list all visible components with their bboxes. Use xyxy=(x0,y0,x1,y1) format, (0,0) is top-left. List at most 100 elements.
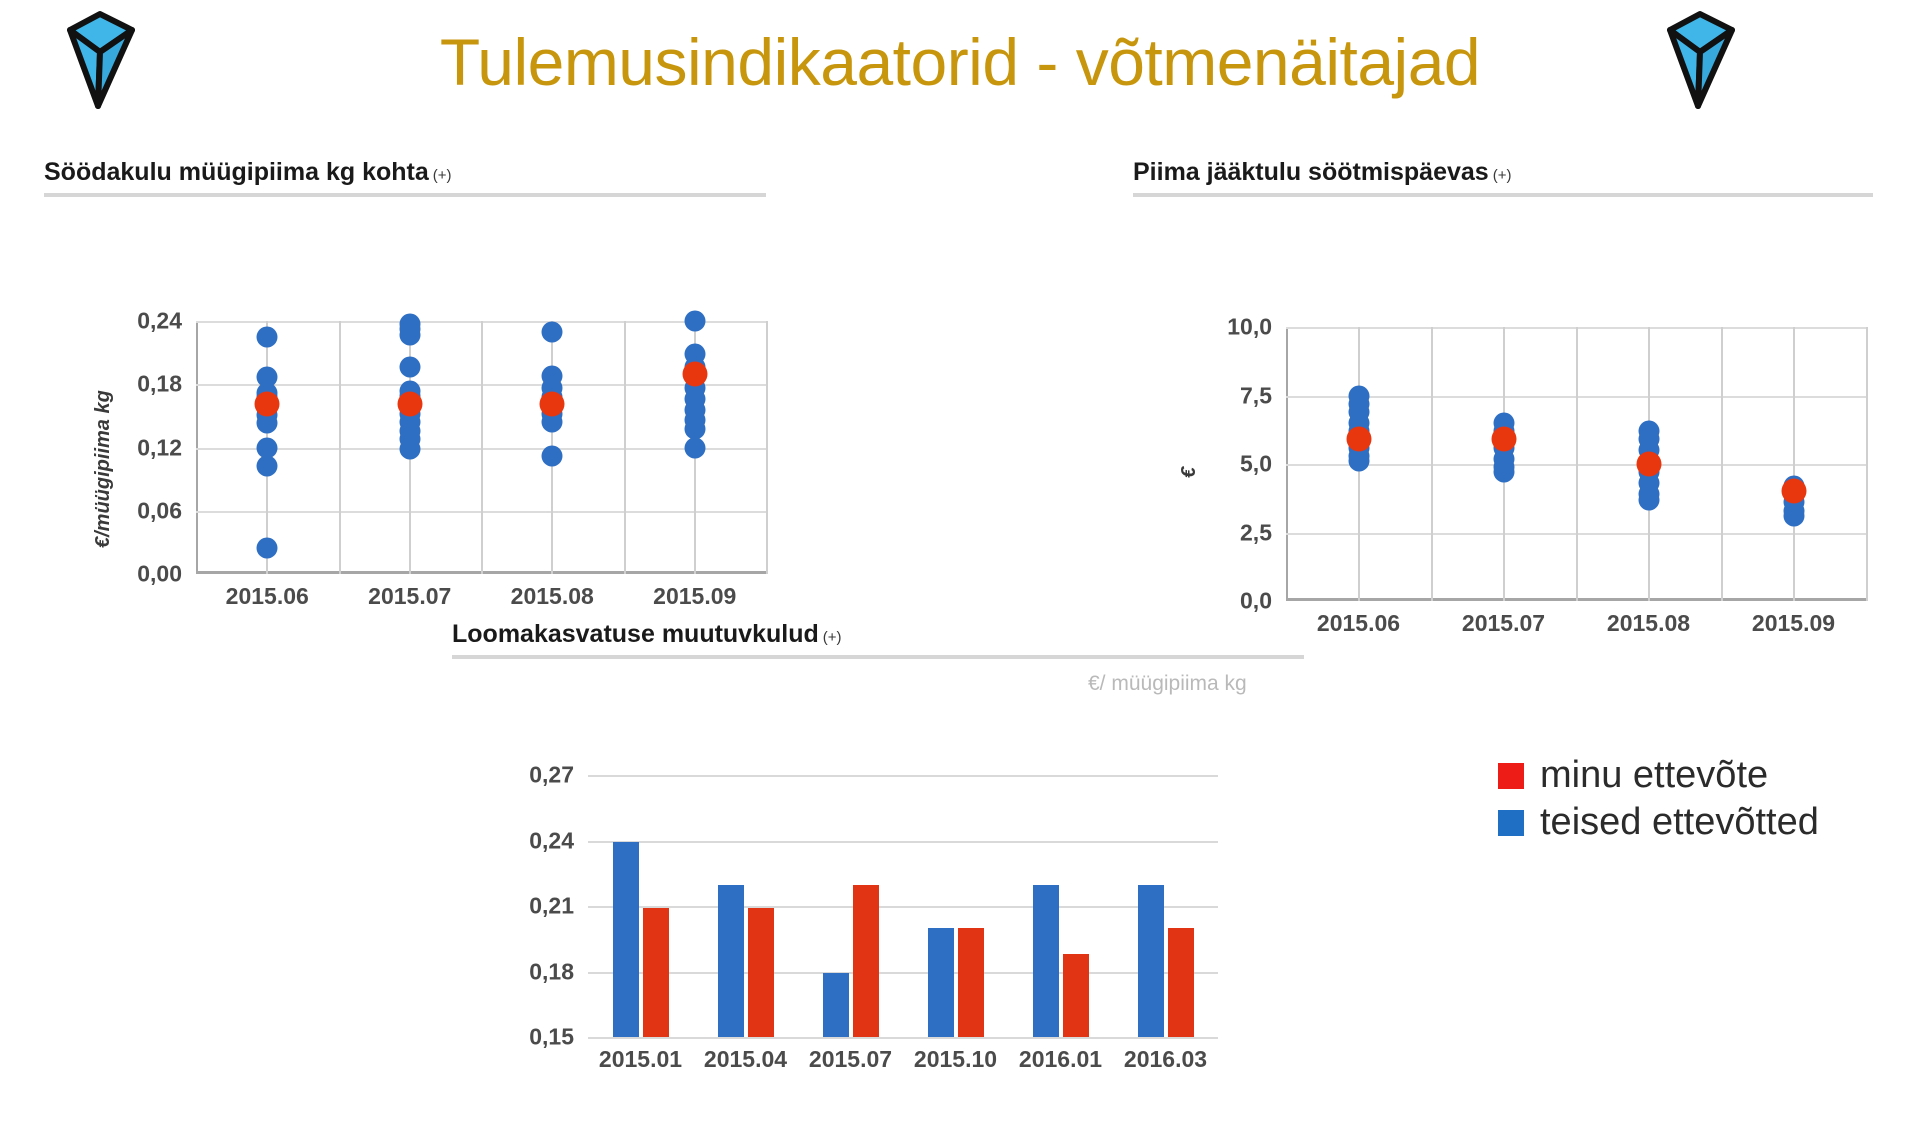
panel-marker-milk-margin: (+) xyxy=(1492,167,1512,184)
bar-others xyxy=(1137,885,1164,1037)
x-tick-label: 2015.07 xyxy=(808,1046,893,1072)
panel-marker-variable-costs: (+) xyxy=(822,629,842,646)
data-point-mine xyxy=(1781,478,1806,504)
gridline xyxy=(588,775,1218,777)
data-point-other xyxy=(256,437,278,458)
y-tick-label: 0,18 xyxy=(137,370,182,397)
x-tick-label: 2016.03 xyxy=(1123,1046,1208,1072)
legend-label-others: teised ettevõtted xyxy=(1540,801,1819,843)
data-point-other xyxy=(1638,489,1659,511)
data-point-other xyxy=(541,411,563,433)
data-point-other xyxy=(399,438,421,460)
data-point-mine xyxy=(1491,426,1516,452)
legend-swatch-mine xyxy=(1498,762,1524,789)
panel-rule-milk-margin xyxy=(1133,193,1873,197)
legend-label-mine: minu ettevõte xyxy=(1540,754,1769,796)
bar-mine xyxy=(1167,927,1194,1037)
x-tick-label: 2015.09 xyxy=(653,583,737,609)
y-tick-label: 10,0 xyxy=(1227,313,1272,340)
panel-title-feed-cost: Söödakulu müügipiima kg kohta xyxy=(44,158,429,186)
panel-title-variable-costs: Loomakasvatuse muutuvkulud xyxy=(452,620,819,648)
data-point-other xyxy=(684,437,706,458)
gem-logo-icon-left xyxy=(62,8,138,117)
bar-others xyxy=(612,841,639,1037)
data-point-other xyxy=(684,310,706,332)
bar-others xyxy=(927,927,954,1037)
x-tick-label: 2015.09 xyxy=(1751,610,1836,636)
data-point-other xyxy=(399,356,421,378)
gridline xyxy=(588,971,1218,974)
panel-title-milk-margin: Piima jääktulu söötmispäevas xyxy=(1133,158,1489,186)
data-point-other xyxy=(256,326,278,348)
gridline xyxy=(588,906,1218,908)
y-tick-label: 0,06 xyxy=(137,497,182,524)
x-tick-label: 2015.04 xyxy=(703,1046,788,1072)
y-tick-label: 7,5 xyxy=(1240,382,1272,408)
panel-header-variable-costs: Loomakasvatuse muutuvkulud (+) xyxy=(452,620,1304,659)
panel-header-feed-cost: Söödakulu müügipiima kg kohta (+) xyxy=(44,158,766,197)
category-divider xyxy=(623,321,626,574)
category-divider xyxy=(338,321,341,574)
bar-mine xyxy=(1062,954,1089,1037)
panel-rule-feed-cost xyxy=(44,193,766,197)
data-point-mine xyxy=(1346,426,1371,452)
chart-feed-cost-scatter: 0,24 0,18 0,12 0,06 0,00 2015.06 2015.07 2015.0… xyxy=(137,308,768,609)
category-divider xyxy=(1576,327,1578,601)
legend-swatch-others xyxy=(1498,809,1524,836)
data-point-other xyxy=(541,321,563,343)
y-tick-label: 0,24 xyxy=(137,307,182,334)
gem-logo-icon-right xyxy=(1662,8,1738,117)
chart-feed-cost-ylabel: €/müügipiima kg xyxy=(92,390,114,548)
chart-variable-costs-bar: 0,27 0,24 0,21 0,18 0,15 2015.01 2015.04 2015.0… xyxy=(529,762,1218,1072)
x-tick-label: 2015.06 xyxy=(1316,610,1401,636)
y-tick-label: 0,18 xyxy=(529,958,574,984)
data-point-other xyxy=(256,455,278,477)
y-tick-label: 2,5 xyxy=(1240,519,1272,545)
data-point-mine xyxy=(1636,451,1661,477)
x-tick-label: 2016.01 xyxy=(1018,1046,1103,1072)
category-divider xyxy=(481,321,483,574)
category-divider xyxy=(1721,327,1723,601)
chart-milk-margin-ylabel: € xyxy=(1178,466,1200,478)
legend-item-mine[interactable]: minu ettevõte xyxy=(1498,752,1819,799)
category-divider xyxy=(1866,327,1868,601)
bar-others xyxy=(1032,885,1059,1037)
y-tick-label: 0,27 xyxy=(529,761,574,788)
data-point-mine xyxy=(682,361,708,387)
data-point-other xyxy=(1493,461,1514,483)
legend-item-others[interactable]: teised ettevõtted xyxy=(1498,799,1819,846)
page-title: Tulemusindikaatorid - võtmenäitajad xyxy=(439,25,1481,99)
gridline xyxy=(588,840,1218,843)
data-point-other xyxy=(1783,505,1804,527)
unit-note-variable-costs: €/ müügipiima kg xyxy=(1088,672,1247,695)
data-point-other xyxy=(256,412,278,434)
panel-marker-feed-cost: (+) xyxy=(432,167,452,184)
bar-mine xyxy=(852,885,879,1037)
data-point-other xyxy=(399,324,421,346)
x-tick-label: 2015.08 xyxy=(1606,610,1691,636)
data-point-other xyxy=(1348,450,1369,472)
x-tick-label: 2015.10 xyxy=(913,1046,998,1072)
data-point-mine xyxy=(397,391,423,417)
y-tick-label: 0,0 xyxy=(1240,587,1272,614)
category-divider xyxy=(1431,327,1433,601)
data-point-other xyxy=(684,418,706,440)
x-tick-label: 2015.01 xyxy=(598,1046,683,1072)
panel-header-milk-margin: Piima jääktulu söötmispäevas (+) xyxy=(1133,158,1873,197)
gridline xyxy=(588,1037,1218,1039)
x-tick-label: 2015.08 xyxy=(510,583,594,609)
x-tick-label: 2015.06 xyxy=(225,583,309,609)
y-tick-label: 0,15 xyxy=(529,1023,574,1050)
data-point-other xyxy=(256,366,278,388)
bar-mine xyxy=(642,908,669,1037)
bar-others xyxy=(822,972,849,1037)
y-tick-label: 0,12 xyxy=(137,434,182,460)
y-tick-label: 5,0 xyxy=(1240,450,1272,477)
chart-milk-margin-scatter: 10,0 7,5 5,0 2,5 0,0 2015.06 2015.07 2015.08 201… xyxy=(1227,314,1868,636)
x-tick-label: 2015.07 xyxy=(1461,610,1546,636)
category-divider xyxy=(766,321,768,574)
bar-others xyxy=(717,885,744,1037)
chart-legend: minu ettevõte teised ettevõtted xyxy=(1498,752,1819,846)
bar-mine xyxy=(957,927,984,1037)
